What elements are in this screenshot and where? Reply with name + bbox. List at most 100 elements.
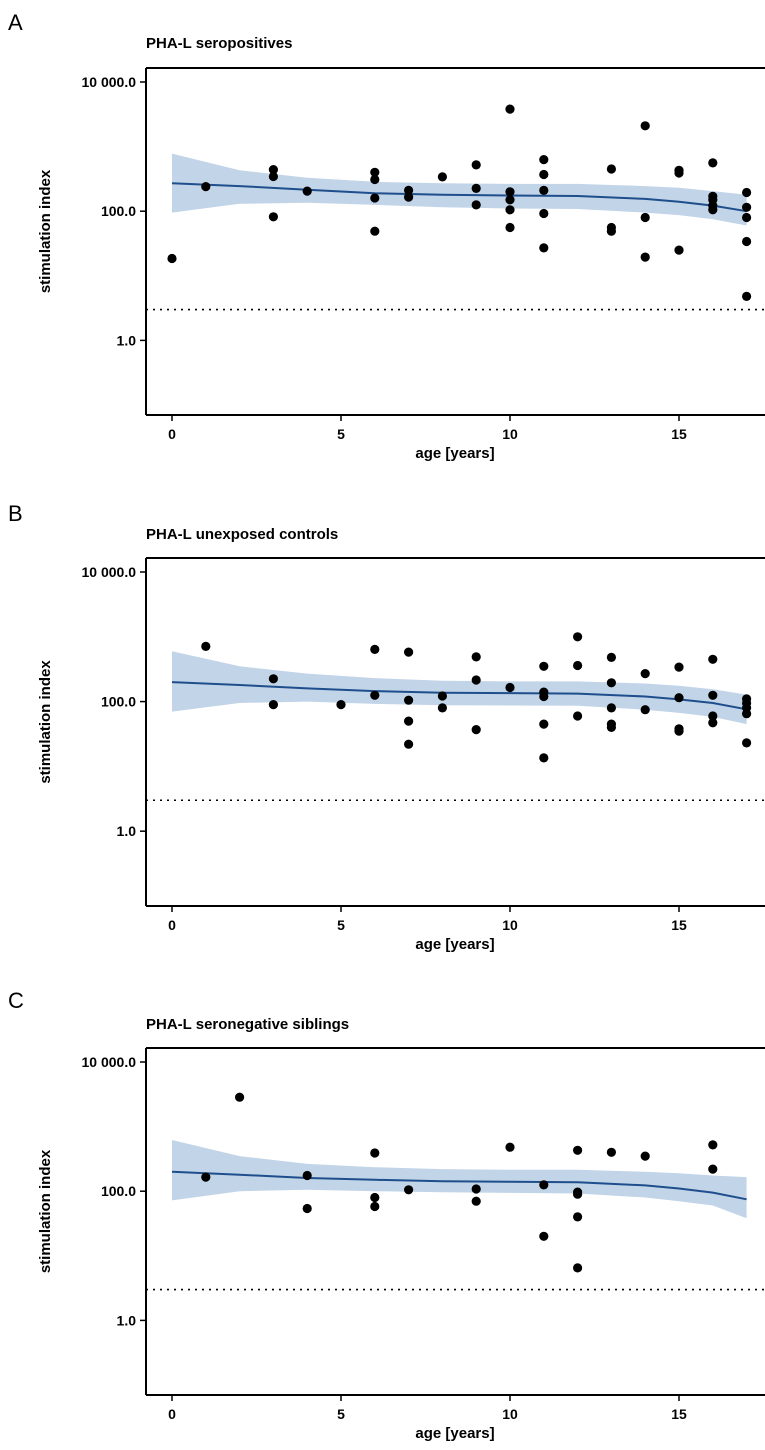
data-point xyxy=(302,186,312,196)
data-point xyxy=(742,187,752,198)
data-point xyxy=(674,726,684,736)
data-point xyxy=(404,185,414,195)
data-point xyxy=(201,1172,211,1182)
data-point xyxy=(471,1196,481,1206)
data-point xyxy=(505,195,515,205)
data-point xyxy=(640,705,650,715)
smooth-line xyxy=(171,1170,747,1201)
data-point xyxy=(370,690,380,700)
data-point xyxy=(640,121,650,131)
x-tick-label: 5 xyxy=(337,1406,345,1422)
data-point xyxy=(302,1170,312,1181)
data-point xyxy=(674,693,684,703)
data-point xyxy=(268,165,278,175)
confidence-band xyxy=(172,153,747,226)
x-tick-label: 15 xyxy=(671,917,687,933)
panel-letter: B xyxy=(8,501,23,526)
panel-b: B PHA-L unexposed controls 1.0 100.0 10 000.… xyxy=(8,501,765,953)
data-point xyxy=(640,212,650,223)
panel-c: C PHA-L seronegative siblings 1.0 100.0 10 0… xyxy=(8,988,765,1442)
x-tick-label: 10 xyxy=(502,426,518,442)
data-point xyxy=(539,208,549,219)
panel-letter: C xyxy=(8,988,24,1013)
data-point xyxy=(708,654,718,664)
x-tick-label: 0 xyxy=(168,1406,176,1422)
data-point xyxy=(471,160,481,170)
data-point xyxy=(606,722,617,733)
data-point xyxy=(235,1092,245,1102)
data-point xyxy=(370,1148,380,1158)
data-point xyxy=(201,641,211,652)
panel-a: A PHA-L seropositives 1.0 100.0 10 000.0 0 5 10… xyxy=(8,10,765,462)
data-point xyxy=(539,243,549,253)
x-tick-label: 15 xyxy=(671,1406,687,1422)
data-point xyxy=(505,205,515,215)
data-point xyxy=(471,725,481,735)
data-point xyxy=(708,1140,718,1150)
data-point xyxy=(539,155,549,165)
data-point xyxy=(336,700,346,710)
data-point xyxy=(370,1201,380,1212)
data-point xyxy=(505,187,515,197)
data-point xyxy=(742,709,752,719)
y-tick-label: 10 000.0 xyxy=(82,74,137,90)
data-point xyxy=(573,1263,583,1273)
y-tick-label: 1.0 xyxy=(117,332,137,348)
data-point xyxy=(640,252,650,262)
data-point xyxy=(606,678,617,688)
y-tick-label: 1.0 xyxy=(117,823,137,839)
data-point xyxy=(674,245,684,255)
data-point xyxy=(573,1212,583,1222)
data-point xyxy=(201,182,211,192)
data-point xyxy=(573,711,583,721)
data-point xyxy=(370,1192,380,1203)
data-point xyxy=(742,291,752,301)
data-point xyxy=(404,1185,414,1195)
data-point xyxy=(370,167,380,177)
data-point xyxy=(539,1180,549,1190)
data-point xyxy=(539,169,549,180)
y-axis-label: stimulation index xyxy=(37,169,54,293)
x-tick-label: 10 xyxy=(502,917,518,933)
data-point xyxy=(268,700,278,710)
data-point xyxy=(640,1151,650,1161)
data-point xyxy=(606,703,617,713)
data-point xyxy=(505,104,515,114)
plot-area xyxy=(146,104,765,311)
data-point xyxy=(573,632,583,642)
y-tick-label: 100.0 xyxy=(101,694,136,710)
y-axis-label: stimulation index xyxy=(37,660,54,784)
data-point xyxy=(404,192,414,202)
data-point xyxy=(606,1147,617,1157)
data-point xyxy=(437,172,447,182)
x-tick-label: 15 xyxy=(671,426,687,442)
data-point xyxy=(708,158,718,168)
data-point xyxy=(505,1142,515,1152)
x-tick-label: 0 xyxy=(168,917,176,933)
y-axis-label: stimulation index xyxy=(37,1149,54,1273)
x-axis-label: age [years] xyxy=(415,1425,494,1442)
y-tick-label: 100.0 xyxy=(101,203,136,219)
data-point xyxy=(539,753,549,763)
data-point xyxy=(404,739,414,749)
panel-title: PHA-L seronegative siblings xyxy=(146,1016,349,1033)
plot-area xyxy=(146,1092,765,1291)
data-point xyxy=(471,200,481,210)
data-point xyxy=(573,1189,583,1199)
data-point xyxy=(437,691,447,701)
data-point xyxy=(268,674,278,684)
confidence-band xyxy=(172,651,747,725)
data-point xyxy=(674,662,684,672)
data-point xyxy=(640,669,650,679)
data-point xyxy=(539,661,549,671)
x-tick-label: 5 xyxy=(337,426,345,442)
data-point xyxy=(302,1203,312,1214)
y-tick-label: 100.0 xyxy=(101,1183,136,1199)
data-point xyxy=(268,171,278,182)
x-axis-label: age [years] xyxy=(415,936,494,953)
data-point xyxy=(539,719,549,729)
data-point xyxy=(708,690,718,700)
data-point xyxy=(404,716,414,726)
data-point xyxy=(742,236,752,247)
x-tick-label: 10 xyxy=(502,1406,518,1422)
